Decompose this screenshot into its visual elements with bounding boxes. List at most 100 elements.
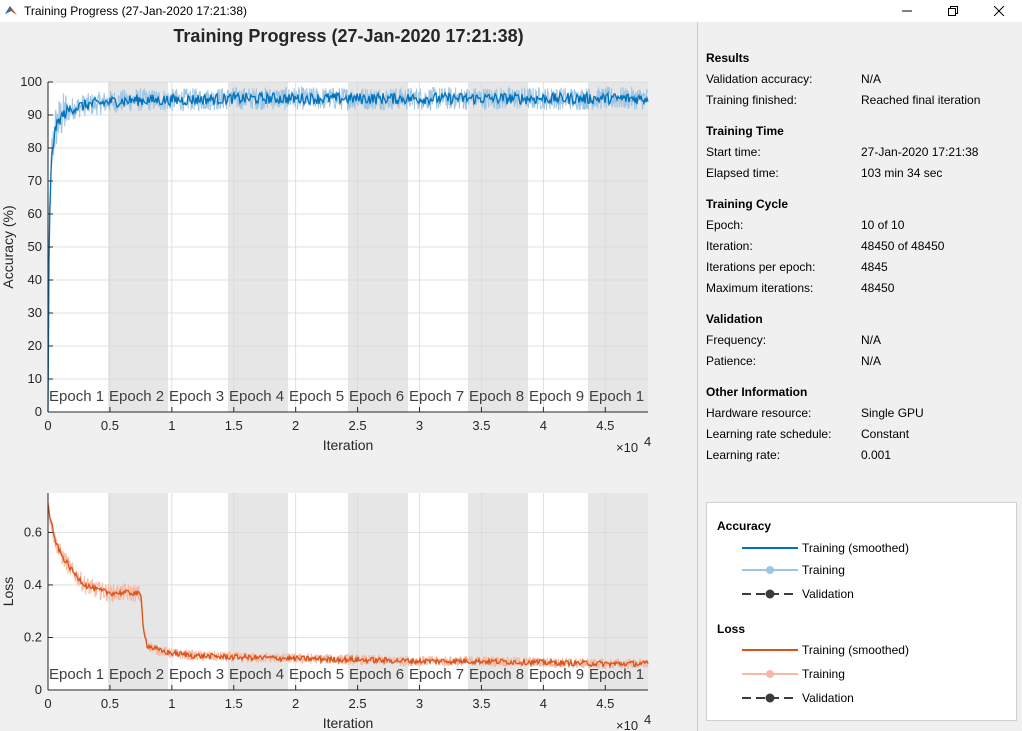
info-value: N/A <box>861 354 882 368</box>
training-plots: Epoch 1 Epoch 2 Epoch 3 Epoch 4 Epoch 5 Epoch… <box>0 74 651 731</box>
minimize-button[interactable] <box>884 0 930 22</box>
info-key: Learning rate schedule: <box>706 427 832 441</box>
window-title-bar: Training Progress (27-Jan-2020 17:21:38) <box>0 0 1022 22</box>
accuracy-epoch-label: Epoch 1 <box>49 388 104 405</box>
legend-loss-smoothed-swatch <box>742 649 798 651</box>
loss-axes: Epoch 1 Epoch 2 Epoch 3 Epoch 4 Epoch 5 Epoch… <box>0 493 651 731</box>
matlab-app-icon <box>4 3 18 17</box>
accuracy-epoch-label: Epoch 1 <box>589 388 644 405</box>
loss-epoch-label: Epoch 8 <box>469 666 524 683</box>
accuracy-x-tick-label: 3 <box>416 418 423 433</box>
accuracy-x-tick-label: 0.5 <box>101 418 119 433</box>
info-value: 10 of 10 <box>861 218 905 232</box>
close-button[interactable] <box>976 0 1022 22</box>
loss-epoch-band <box>588 493 648 690</box>
accuracy-y-tick-label: 20 <box>28 338 42 353</box>
accuracy-epoch-label: Epoch 4 <box>229 388 284 405</box>
close-icon <box>993 6 1005 16</box>
loss-x-tick-label: 4.5 <box>596 696 614 711</box>
accuracy-training-smoothed-line <box>47 90 649 413</box>
loss-epoch-label: Epoch 4 <box>229 666 284 683</box>
accuracy-y-tick-label: 10 <box>28 371 42 386</box>
training-time-heading: Training Time <box>706 124 784 138</box>
loss-x-tick-label: 0.5 <box>101 696 119 711</box>
info-key: Iterations per epoch: <box>706 260 816 274</box>
legend-label: Training (smoothed) <box>802 541 909 555</box>
legend-accuracy-heading: Accuracy <box>717 519 772 533</box>
plot-legend: Accuracy Training (smoothed) Training Va… <box>706 502 1017 721</box>
legend-accuracy-smoothed-swatch <box>742 547 798 549</box>
info-key: Iteration: <box>706 239 753 253</box>
legend-loss-training-swatch <box>742 670 798 678</box>
accuracy-x-tick-label: 1.5 <box>225 418 243 433</box>
loss-x-tick-label: 2 <box>292 696 299 711</box>
accuracy-x-tick-label: 2 <box>292 418 299 433</box>
legend-label: Validation <box>802 587 854 601</box>
loss-epoch-label: Epoch 9 <box>529 666 584 683</box>
accuracy-epoch-label: Epoch 2 <box>109 388 164 405</box>
info-key: Epoch: <box>706 218 744 232</box>
info-value: 48450 <box>861 281 895 295</box>
accuracy-y-tick-label: 0 <box>35 404 42 419</box>
results-heading: Results <box>706 51 750 65</box>
info-key: Training finished: <box>706 93 797 107</box>
accuracy-epoch-label: Epoch 3 <box>169 388 224 405</box>
info-key: Elapsed time: <box>706 166 779 180</box>
info-key: Hardware resource: <box>706 406 812 420</box>
accuracy-x-exponent-power: 4 <box>644 434 651 449</box>
accuracy-epoch-label: Epoch 9 <box>529 388 584 405</box>
loss-x-exponent-label: ×10 <box>616 718 638 731</box>
accuracy-y-tick-label: 80 <box>28 140 42 155</box>
legend-label: Validation <box>802 691 854 705</box>
loss-x-tick-label: 3 <box>416 696 423 711</box>
info-key: Validation accuracy: <box>706 72 813 86</box>
info-value: 4845 <box>861 260 888 274</box>
loss-x-axis-label: Iteration <box>323 715 374 731</box>
loss-epoch-label: Epoch 5 <box>289 666 344 683</box>
info-key: Frequency: <box>706 333 767 347</box>
loss-x-exponent-power: 4 <box>644 712 651 727</box>
accuracy-y-tick-label: 70 <box>28 173 42 188</box>
info-value: 0.001 <box>861 448 892 462</box>
accuracy-x-axis-label: Iteration <box>323 437 374 453</box>
legend-label: Training <box>802 563 845 577</box>
loss-epoch-label: Epoch 6 <box>349 666 404 683</box>
accuracy-y-axis-label: Accuracy (%) <box>0 205 16 288</box>
accuracy-y-tick-label: 30 <box>28 305 42 320</box>
accuracy-y-tick-label: 60 <box>28 206 42 221</box>
loss-training-smoothed-line <box>47 504 649 669</box>
accuracy-x-tick-label: 4 <box>540 418 547 433</box>
training-cycle-heading: Training Cycle <box>706 197 789 211</box>
accuracy-epoch-label: Epoch 7 <box>409 388 464 405</box>
legend-loss-validation-swatch <box>742 693 798 703</box>
loss-x-tick-label: 1.5 <box>225 696 243 711</box>
info-value: Constant <box>861 427 910 441</box>
legend-label: Training <box>802 667 845 681</box>
info-value: N/A <box>861 72 882 86</box>
info-value: N/A <box>861 333 882 347</box>
accuracy-x-tick-label: 0 <box>44 418 51 433</box>
window-title: Training Progress (27-Jan-2020 17:21:38) <box>24 4 248 18</box>
loss-y-axis-label: Loss <box>0 577 16 607</box>
legend-accuracy-training-swatch <box>742 566 798 574</box>
accuracy-x-tick-label: 4.5 <box>596 418 614 433</box>
loss-x-tick-label: 2.5 <box>349 696 367 711</box>
loss-epoch-label: Epoch 7 <box>409 666 464 683</box>
restore-icon <box>948 6 958 16</box>
loss-epoch-label: Epoch 3 <box>169 666 224 683</box>
accuracy-x-tick-label: 3.5 <box>472 418 490 433</box>
info-value: 27-Jan-2020 17:21:38 <box>861 145 979 159</box>
other-information-heading: Other Information <box>706 385 808 399</box>
info-value: Single GPU <box>861 406 924 420</box>
panel-divider[interactable] <box>697 22 698 731</box>
restore-button[interactable] <box>930 0 976 22</box>
accuracy-axes: Epoch 1 Epoch 2 Epoch 3 Epoch 4 Epoch 5 Epoch… <box>0 74 651 455</box>
accuracy-x-tick-label: 1 <box>168 418 175 433</box>
loss-y-tick-label: 0.6 <box>24 524 42 539</box>
loss-x-tick-label: 3.5 <box>472 696 490 711</box>
info-key: Maximum iterations: <box>706 281 814 295</box>
loss-epoch-label: Epoch 1 <box>589 666 644 683</box>
accuracy-epoch-label: Epoch 5 <box>289 388 344 405</box>
accuracy-y-tick-label: 100 <box>20 74 42 89</box>
figure-title: Training Progress (27-Jan-2020 17:21:38) <box>173 26 524 46</box>
